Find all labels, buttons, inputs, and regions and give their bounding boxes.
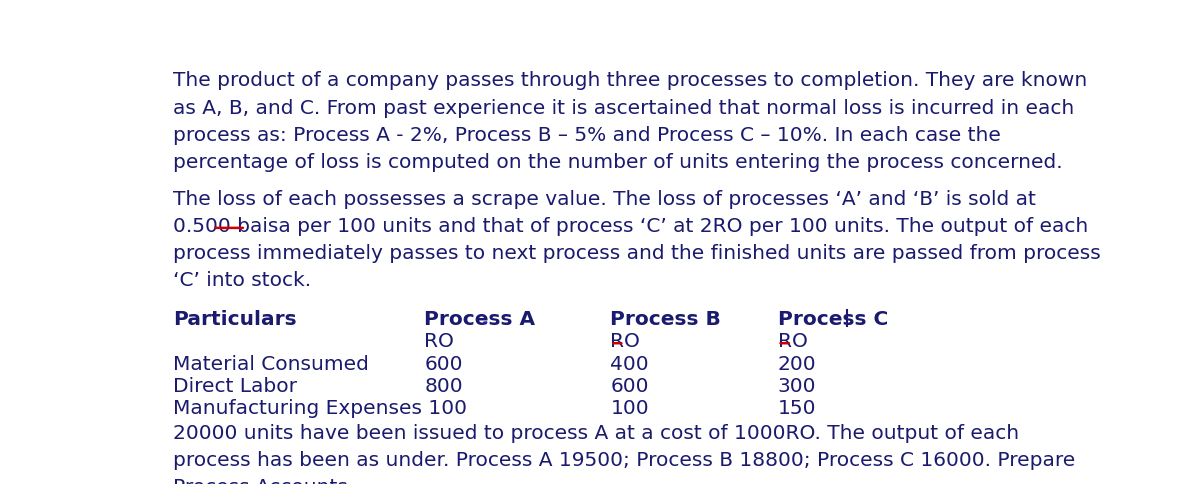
Text: 0.500 baisa per 100 units and that of process ‘C’ at 2RO per 100 units. The outp: 0.500 baisa per 100 units and that of pr… [173, 216, 1088, 235]
Text: 600: 600 [425, 354, 463, 373]
Text: RO: RO [425, 332, 455, 350]
Text: 600: 600 [611, 376, 649, 395]
Text: Process C: Process C [778, 309, 888, 328]
Text: Process B: Process B [611, 309, 721, 328]
Text: Direct Labor: Direct Labor [173, 376, 298, 395]
Text: 300: 300 [778, 376, 816, 395]
Text: 100: 100 [611, 398, 649, 418]
Text: as A, B, and C. From past experience it is ascertained that normal loss is incur: as A, B, and C. From past experience it … [173, 98, 1074, 117]
Text: Process Accounts: Process Accounts [173, 477, 348, 484]
Text: RO: RO [778, 332, 808, 350]
Text: Process A: Process A [425, 309, 535, 328]
Text: 400: 400 [611, 354, 649, 373]
Text: process has been as under. Process A 19500; Process B 18800; Process C 16000. Pr: process has been as under. Process A 195… [173, 450, 1075, 469]
Text: Manufacturing Expenses 100: Manufacturing Expenses 100 [173, 398, 467, 418]
Text: process as: Process A - 2%, Process B – 5% and Process C – 10%. In each case the: process as: Process A - 2%, Process B – … [173, 125, 1001, 145]
Text: Material Consumed: Material Consumed [173, 354, 370, 373]
Text: process immediately passes to next process and the finished units are passed fro: process immediately passes to next proce… [173, 243, 1102, 263]
Text: 20000 units have been issued to process A at a cost of 1000RO. The output of eac: 20000 units have been issued to process … [173, 423, 1019, 441]
Text: 150: 150 [778, 398, 816, 418]
Text: ‘C’ into stock.: ‘C’ into stock. [173, 271, 311, 290]
Text: 800: 800 [425, 376, 463, 395]
Text: The product of a company passes through three processes to completion. They are : The product of a company passes through … [173, 71, 1087, 90]
Text: 200: 200 [778, 354, 816, 373]
Text: The loss of each possesses a scrape value. The loss of processes ‘A’ and ‘B’ is : The loss of each possesses a scrape valu… [173, 189, 1036, 208]
Text: RO: RO [611, 332, 641, 350]
Text: Particulars: Particulars [173, 309, 296, 328]
Text: percentage of loss is computed on the number of units entering the process conce: percentage of loss is computed on the nu… [173, 153, 1063, 172]
